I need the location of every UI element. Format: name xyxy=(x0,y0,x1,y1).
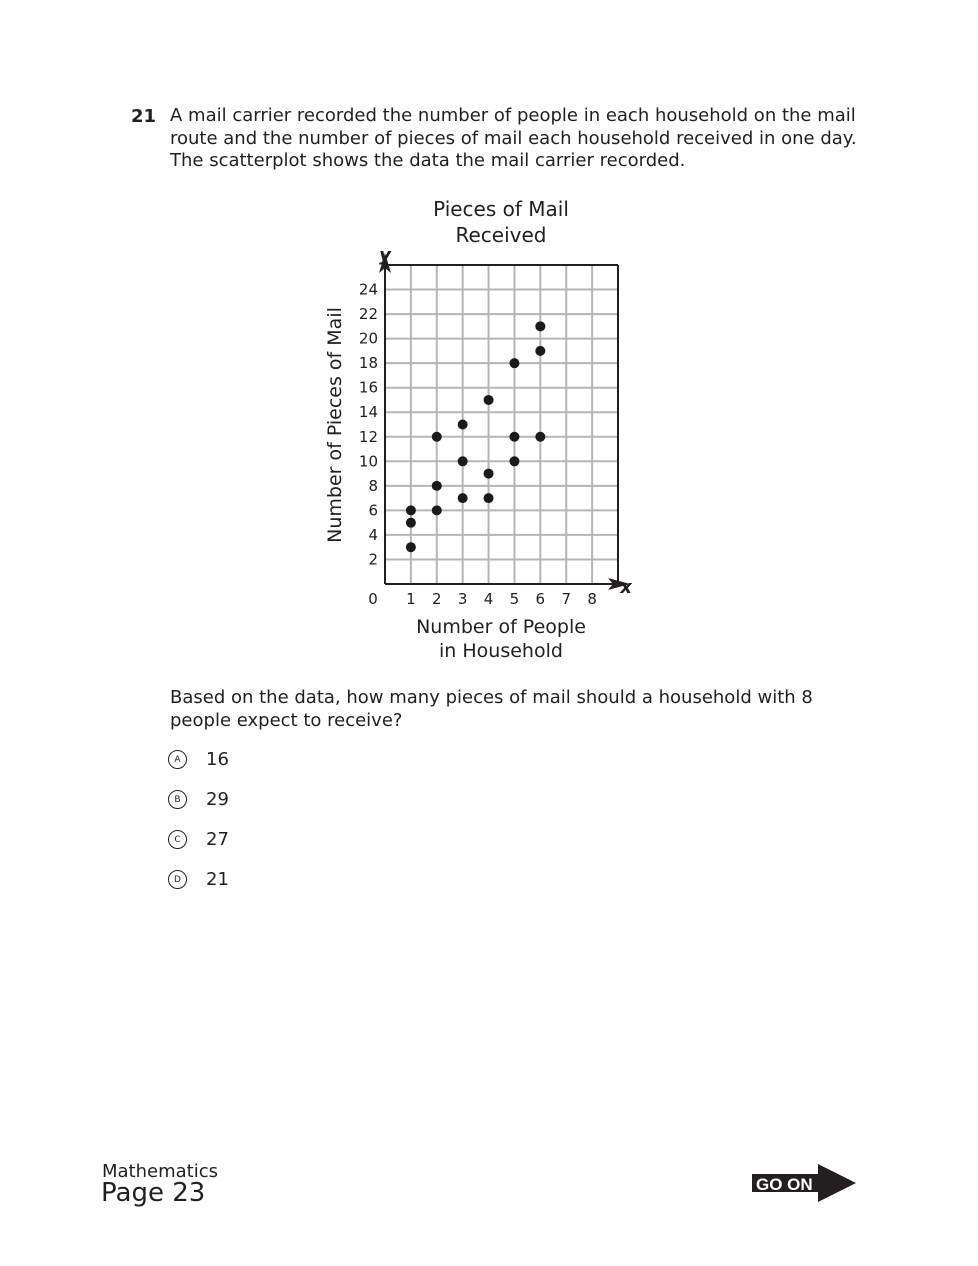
x-tick-label: 7 xyxy=(561,590,571,608)
y-tick-label: 8 xyxy=(368,477,378,495)
option-text: 27 xyxy=(206,829,229,850)
data-point xyxy=(431,505,442,516)
data-point xyxy=(431,431,442,442)
y-tick-label: 4 xyxy=(368,526,378,544)
y-tick-label: 6 xyxy=(368,501,378,519)
y-tick-label: 12 xyxy=(359,428,378,446)
option-letter[interactable]: D xyxy=(168,870,187,889)
chart-title-line1: Pieces of Mail xyxy=(433,197,569,221)
data-point xyxy=(535,345,546,356)
x-tick-label: 6 xyxy=(536,590,546,608)
data-point xyxy=(457,493,468,504)
y-tick-label: 20 xyxy=(359,330,378,348)
go-on-label: GO ON xyxy=(756,1175,813,1194)
data-point xyxy=(483,493,494,504)
y-axis-label: Number of Pieces of Mail xyxy=(324,307,346,543)
data-point xyxy=(457,419,468,430)
option-text: 21 xyxy=(206,869,229,890)
option-text: 16 xyxy=(206,749,229,770)
option-letter[interactable]: C xyxy=(168,830,187,849)
data-point xyxy=(483,468,494,479)
x-axis-label-line1: Number of People xyxy=(416,616,586,638)
data-point xyxy=(405,517,416,528)
y-tick-label: 16 xyxy=(359,379,378,397)
option-b[interactable]: B 29 xyxy=(168,789,229,810)
grid xyxy=(379,253,630,590)
option-c[interactable]: C 27 xyxy=(168,829,229,850)
option-a[interactable]: A 16 xyxy=(168,749,229,770)
option-letter[interactable]: B xyxy=(168,790,187,809)
data-points xyxy=(405,321,546,553)
data-point xyxy=(431,480,442,491)
data-point xyxy=(535,431,546,442)
data-point xyxy=(483,394,494,405)
question-stem: A mail carrier recorded the number of pe… xyxy=(170,105,857,171)
footer-subject: Mathematics xyxy=(102,1161,218,1182)
data-point xyxy=(405,542,416,553)
y-tick-label: 22 xyxy=(359,305,378,323)
y-tick-label: 24 xyxy=(359,281,378,299)
y-tick-label: 18 xyxy=(359,354,378,372)
data-point xyxy=(405,505,416,516)
scatterplot: Pieces of Mail Received 1 2 3 4 5 6 7 824681012… xyxy=(324,197,633,662)
chart-title-line2: Received xyxy=(456,223,547,247)
x-axis-letter: x xyxy=(619,577,633,598)
y-tick-label: 10 xyxy=(359,452,378,470)
data-point xyxy=(509,456,520,467)
option-text: 29 xyxy=(206,789,229,810)
x-tick-label: 3 xyxy=(458,590,468,608)
question-number: 21 xyxy=(131,106,157,127)
data-point xyxy=(535,321,546,332)
y-axis-letter: y xyxy=(379,245,392,266)
x-tick-label: 2 xyxy=(432,590,442,608)
x-tick-label: 5 xyxy=(510,590,520,608)
data-point xyxy=(509,431,520,442)
y-tick-label: 14 xyxy=(359,403,378,421)
x-tick-label: 1 xyxy=(406,590,416,608)
go-on-arrow-icon: GO ON xyxy=(752,1164,856,1202)
data-point xyxy=(509,358,520,369)
x-tick-label: 8 xyxy=(587,590,597,608)
x-axis-arrow-icon xyxy=(608,578,630,590)
question-prompt: Based on the data, how many pieces of ma… xyxy=(170,687,813,731)
footer-page-number: Page 23 xyxy=(101,1178,206,1208)
y-axis-arrow-icon xyxy=(379,253,391,273)
option-d[interactable]: D 21 xyxy=(168,869,229,890)
x-tick-label: 4 xyxy=(484,590,494,608)
origin-label: 0 xyxy=(368,590,378,608)
y-tick-label: 2 xyxy=(368,550,378,568)
data-point xyxy=(457,456,468,467)
x-axis-label-line2: in Household xyxy=(439,640,563,662)
option-letter[interactable]: A xyxy=(168,750,187,769)
